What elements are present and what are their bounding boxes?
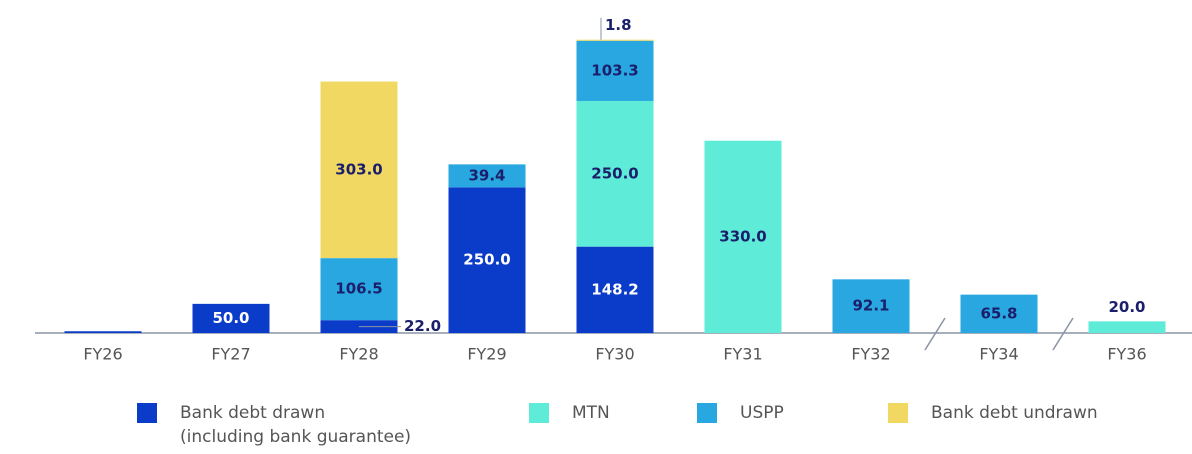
axis-break <box>1052 317 1074 351</box>
x-tick-label: FY29 <box>467 345 506 364</box>
bar-segment <box>704 140 782 333</box>
legend-label: Bank debt undrawn <box>931 403 1098 423</box>
legend-swatch <box>529 403 549 423</box>
data-label: 50.0 <box>212 309 249 327</box>
bar-segment <box>1088 321 1166 333</box>
legend-swatch <box>137 403 157 423</box>
x-tick-label: FY28 <box>339 345 378 364</box>
data-label: 20.0 <box>1108 298 1145 316</box>
bar-segment <box>960 294 1038 333</box>
bar-segment <box>320 258 398 321</box>
legend-label: Bank debt drawn (including bank guarante… <box>180 403 412 447</box>
data-label: 250.0 <box>463 251 510 269</box>
data-label: 39.4 <box>468 166 505 184</box>
data-label: 330.0 <box>719 227 766 245</box>
data-label: 303.0 <box>335 160 382 178</box>
legend-swatch <box>697 403 717 423</box>
bar-segment <box>192 303 270 333</box>
legend-label: USPP <box>740 403 784 423</box>
x-tick-label: FY26 <box>83 345 122 364</box>
bar-segment <box>320 81 398 259</box>
x-tick-label: FY34 <box>979 345 1018 364</box>
bar-segment <box>64 331 142 333</box>
bar-segment <box>576 246 654 333</box>
data-label: 22.0 <box>404 317 441 335</box>
bar-segment <box>448 187 526 333</box>
bar-segment <box>448 164 526 188</box>
legend-swatch <box>888 403 908 423</box>
bar-segment <box>576 39 654 41</box>
data-label: 65.8 <box>980 304 1017 322</box>
data-label: 106.5 <box>335 280 382 298</box>
bar-segment <box>576 100 654 247</box>
data-label: 92.1 <box>852 297 889 315</box>
bar-segment <box>832 279 910 333</box>
x-tick-label: FY31 <box>723 345 762 364</box>
legend-label: MTN <box>572 403 610 423</box>
axis-break <box>924 317 946 351</box>
x-tick-label: FY36 <box>1107 345 1146 364</box>
data-label: 1.8 <box>605 16 632 34</box>
x-tick-label: FY32 <box>851 345 890 364</box>
data-label: 250.0 <box>591 164 638 182</box>
data-label: 148.2 <box>591 280 638 298</box>
data-label: 103.3 <box>591 61 638 79</box>
x-tick-label: FY30 <box>595 345 634 364</box>
bar-segment <box>576 40 654 101</box>
x-tick-label: FY27 <box>211 345 250 364</box>
